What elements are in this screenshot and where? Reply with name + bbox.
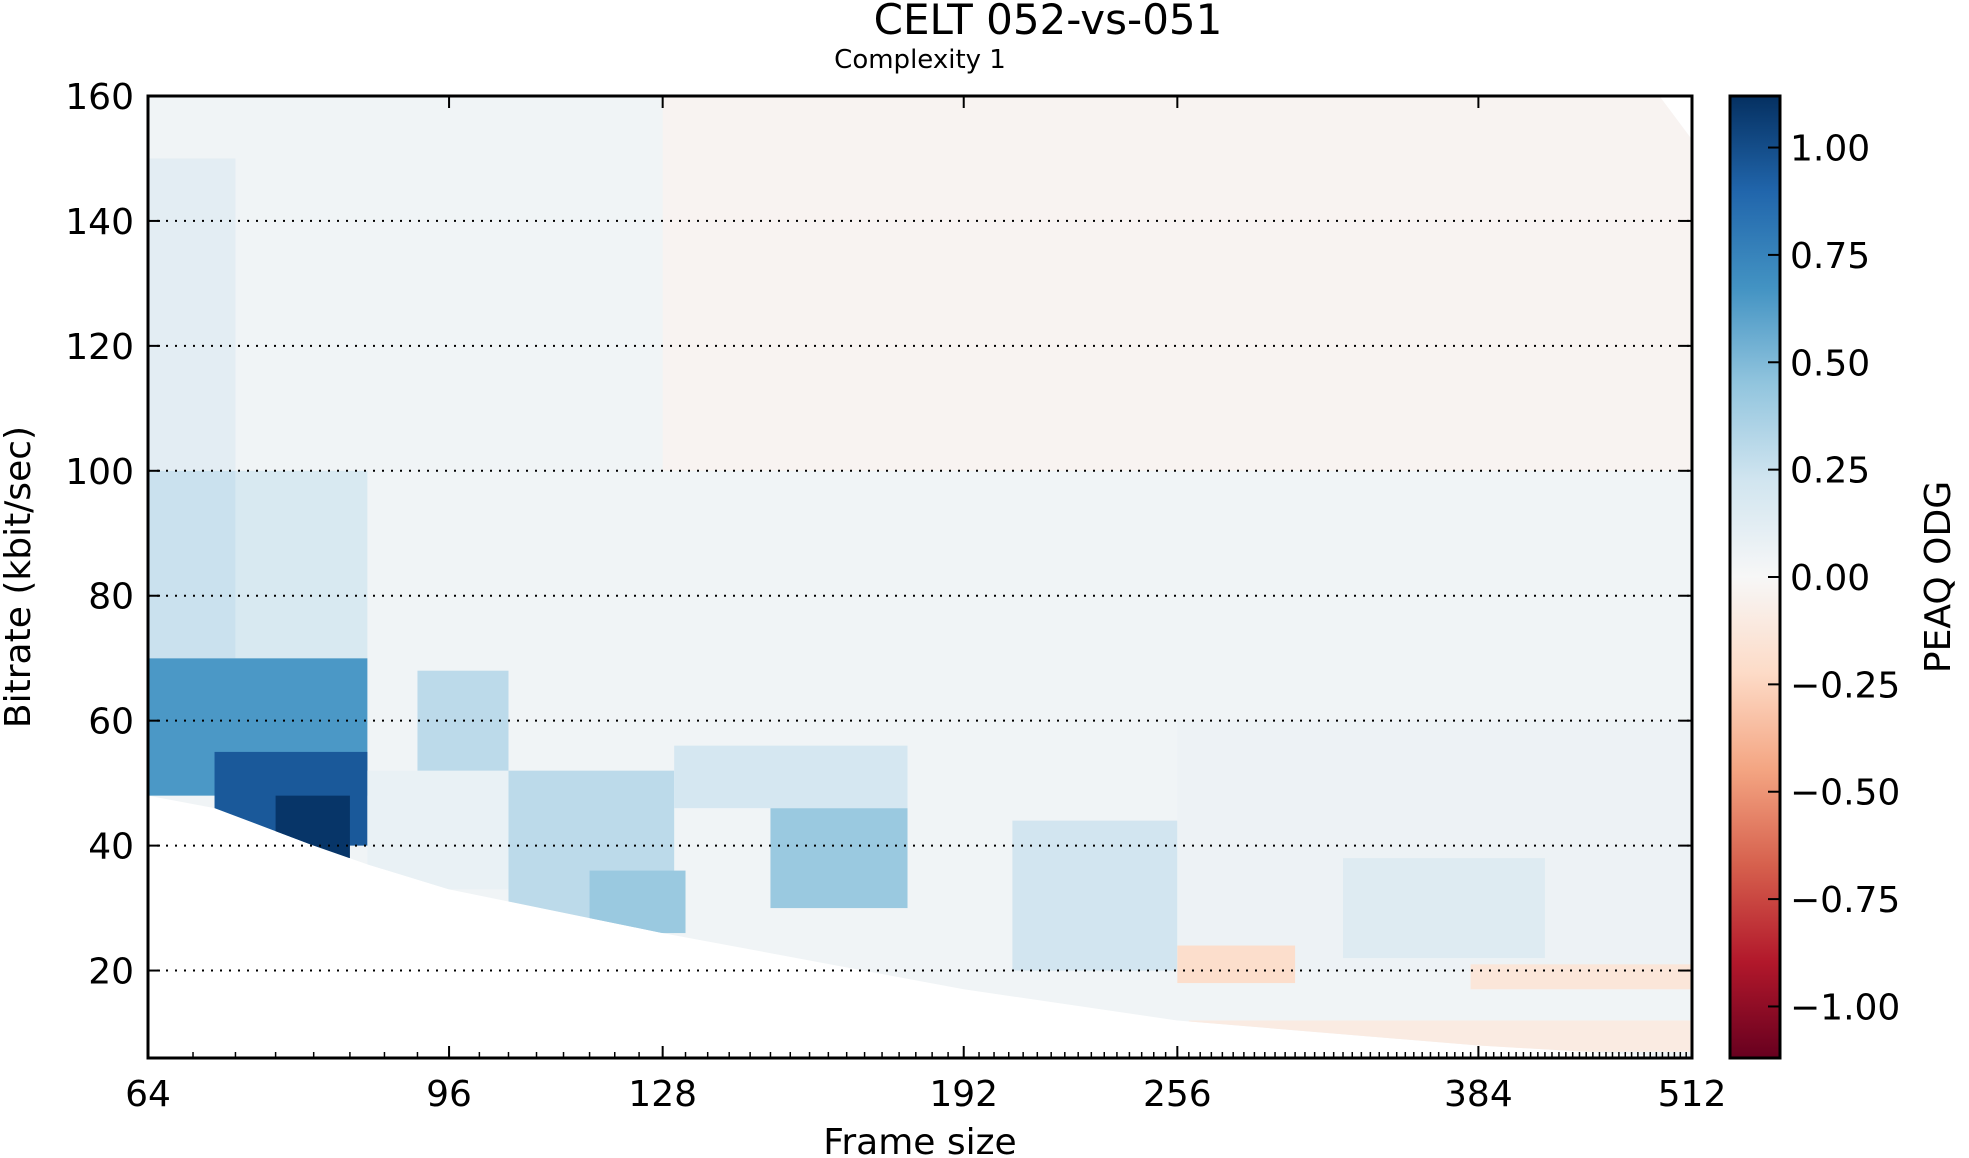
colorbar-tick-label: −0.25 — [1790, 665, 1900, 706]
colorbar-tick-label: 0.75 — [1790, 236, 1870, 277]
y-tick-label: 160 — [65, 77, 134, 118]
y-tick-label: 40 — [88, 827, 134, 868]
plot-frame — [146, 94, 1694, 1060]
y-tick-label: 60 — [88, 702, 134, 743]
y-axis: 20 40 60 80 100 120 140 160 — [65, 77, 1692, 993]
heatmap-cell — [1177, 945, 1296, 984]
colorbar-tick-label: 0.00 — [1790, 558, 1870, 599]
heatmap-cell — [148, 470, 236, 659]
y-tick-label: 80 — [88, 577, 134, 618]
y-tick-label: 20 — [88, 952, 134, 993]
heatmap-cell — [1470, 964, 1692, 990]
y-axis-label: Bitrate (kbit/sec) — [0, 426, 39, 728]
y-tick-label: 140 — [65, 202, 134, 243]
x-tick-label: 256 — [1143, 1074, 1212, 1115]
colorbar-tick-label: −0.75 — [1790, 880, 1900, 921]
heatmap-cell — [674, 745, 908, 809]
x-tick-label: 512 — [1658, 1074, 1727, 1115]
chart-subtitle: Complexity 1 — [834, 45, 1006, 75]
x-tick-label: 96 — [426, 1074, 472, 1115]
y-tick-label: 120 — [65, 327, 134, 368]
colorbar-label: PEAQ ODG — [1918, 481, 1959, 673]
heatmap-area — [148, 96, 1692, 1058]
heatmap-cell — [148, 158, 236, 471]
y-tick-label: 100 — [65, 452, 134, 493]
heatmap-cell — [417, 670, 509, 771]
x-axis-label: Frame size — [823, 1122, 1016, 1158]
heatmap-cell — [1012, 820, 1178, 971]
colorbar-tick-label: 0.25 — [1790, 451, 1870, 492]
x-tick-label: 384 — [1444, 1074, 1513, 1115]
colorbar-ticks: 1.00 0.75 0.50 0.25 0.00 −0.25 −0.50 −0.75 −1.00 — [1768, 129, 1900, 1028]
heatmap-cell — [770, 808, 908, 909]
heatmap-cell — [1343, 858, 1545, 959]
heatmap-cell — [235, 470, 368, 659]
colorbar-tick-label: −0.50 — [1790, 773, 1900, 814]
colorbar-tick-label: −1.00 — [1790, 987, 1900, 1028]
heatmap-cell — [275, 795, 350, 859]
x-axis: 64 96 128 192 256 384 512 — [125, 96, 1726, 1115]
x-tick-label: 64 — [125, 1074, 171, 1115]
heatmap-cell — [367, 770, 509, 890]
x-minor-ticks — [192, 1052, 1687, 1058]
colorbar-tick-label: 0.50 — [1790, 343, 1870, 384]
heatmap-cell — [589, 870, 686, 934]
heatmap-cell — [1188, 1020, 1692, 1052]
x-tick-label: 192 — [929, 1074, 998, 1115]
x-tick-label: 128 — [628, 1074, 697, 1115]
colorbar-tick-label: 1.00 — [1790, 129, 1870, 170]
chart-title: CELT 052-vs-051 — [874, 0, 1223, 44]
heatmap-cell — [662, 96, 1692, 471]
